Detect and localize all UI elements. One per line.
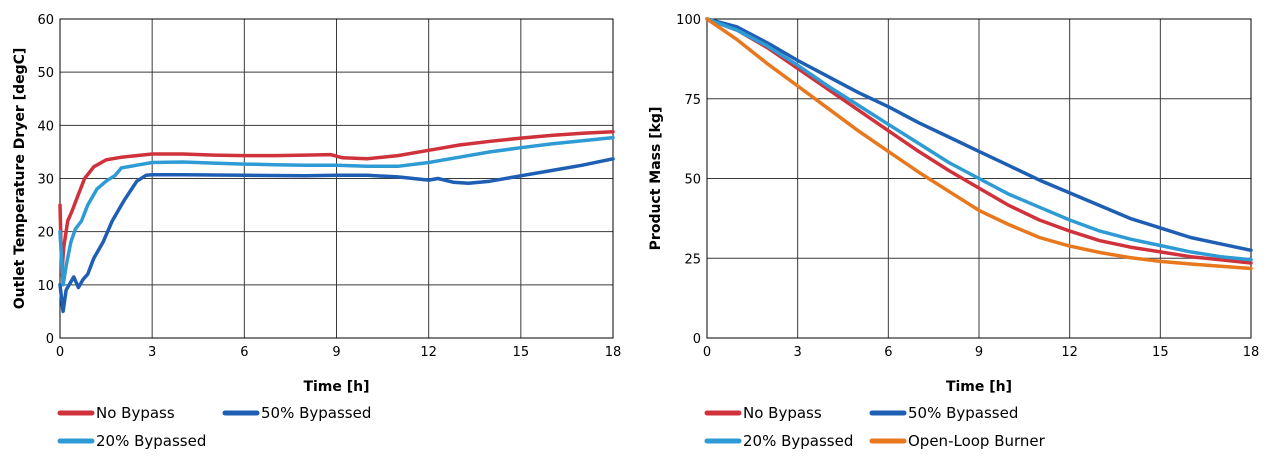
legend-label: 50% Bypassed <box>261 404 371 422</box>
chart-1: 0 3 6 9 12 15 18 0 10 20 30 40 50 60 Time [h] Outlet Te… <box>12 13 621 450</box>
x-tick-label: 15 <box>1152 345 1169 360</box>
y-tick-label: 75 <box>684 93 701 108</box>
x-tick-label: 18 <box>605 345 622 360</box>
plot-frame <box>706 18 1252 339</box>
x-tick-label: 0 <box>703 345 711 360</box>
y-tick-label: 50 <box>684 173 701 188</box>
series-line-50-bypassed <box>58 157 615 314</box>
y-tick-label: 0 <box>46 332 54 347</box>
legend-label: No Bypass <box>96 404 175 422</box>
y-tick-label: 10 <box>37 279 54 294</box>
x-tick-label: 3 <box>148 345 156 360</box>
x-tick-label: 6 <box>240 345 248 360</box>
x-tick-label: 15 <box>513 345 530 360</box>
series-line-no-bypass <box>705 17 1253 265</box>
x-axis-label: Time [h] <box>303 379 369 395</box>
y-tick-label: 0 <box>693 332 701 347</box>
y-axis-label: Outlet Temperature Dryer [degC] <box>12 48 28 310</box>
series-line-20-bypassed <box>58 135 615 287</box>
y-tick-label: 40 <box>37 119 54 134</box>
series-line-50-bypassed <box>705 17 1253 253</box>
legend: No Bypass 50% Bypassed 20% Bypassed Open-Lo… <box>704 404 1046 450</box>
legend: No Bypass 50% Bypassed 20% Bypassed <box>57 404 371 450</box>
plot-frame <box>59 18 614 339</box>
y-axis-label: Product Mass [kg] <box>648 107 664 251</box>
series-line-20-bypassed <box>705 17 1253 262</box>
x-tick-label: 12 <box>420 345 437 360</box>
series-line-no-bypass <box>58 129 615 276</box>
x-tick-label: 6 <box>884 345 892 360</box>
y-tick-label: 50 <box>37 66 54 81</box>
y-tick-label: 60 <box>37 13 54 28</box>
legend-label: 20% Bypassed <box>96 432 206 450</box>
y-tick-label: 20 <box>37 226 54 241</box>
x-tick-label: 18 <box>1243 345 1260 360</box>
legend-label: 20% Bypassed <box>743 432 853 450</box>
legend-label: No Bypass <box>743 404 822 422</box>
chart-2: 0 3 6 9 12 15 18 0 25 50 75 100 Time [h] Product Mass… <box>648 13 1259 450</box>
x-tick-label: 3 <box>794 345 802 360</box>
y-tick-label: 25 <box>684 252 701 267</box>
series-line-open-loop-burner <box>705 17 1253 271</box>
x-axis-label: Time [h] <box>946 379 1012 395</box>
x-tick-label: 9 <box>332 345 340 360</box>
legend-label: Open-Loop Burner <box>908 432 1046 450</box>
y-tick-label: 30 <box>37 173 54 188</box>
x-tick-label: 0 <box>56 345 64 360</box>
legend-label: 50% Bypassed <box>908 404 1018 422</box>
x-tick-label: 12 <box>1061 345 1078 360</box>
y-tick-label: 100 <box>676 13 701 28</box>
x-tick-label: 9 <box>975 345 983 360</box>
